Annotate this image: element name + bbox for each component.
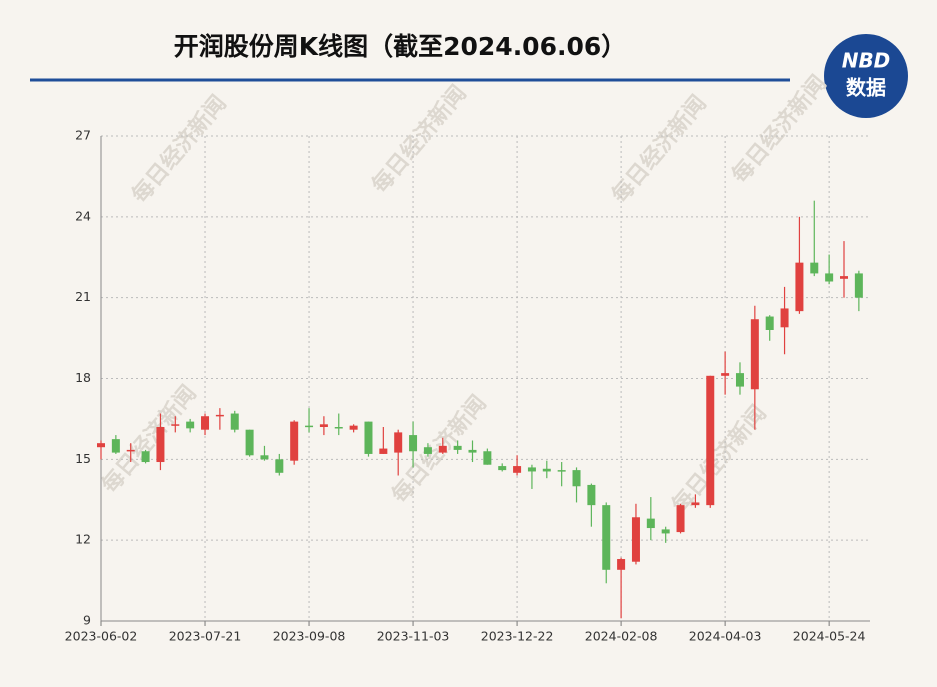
candle-body <box>409 435 418 452</box>
candle-body <box>230 413 239 430</box>
y-tick-label: 9 <box>83 613 91 628</box>
candle-body <box>840 276 848 279</box>
candle-body <box>379 448 388 454</box>
x-tick-label: 2024-04-03 <box>689 629 762 644</box>
candle-body <box>513 466 522 473</box>
candle-body <box>587 484 596 506</box>
candle-body <box>334 427 343 429</box>
candle-body <box>290 421 299 461</box>
candle-body <box>602 505 611 570</box>
candle-body <box>646 518 655 529</box>
candle-body <box>275 459 284 473</box>
candle-body <box>215 414 224 417</box>
candle-body <box>423 447 432 454</box>
x-tick-label: 2023-07-21 <box>169 629 242 644</box>
candle-body <box>706 375 715 506</box>
candle-body <box>260 455 269 460</box>
x-tick-label: 2023-11-03 <box>377 629 450 644</box>
candle-body <box>468 449 477 453</box>
y-tick-label: 15 <box>75 451 91 466</box>
candle-body <box>186 421 195 429</box>
candle-body <box>97 443 105 448</box>
candle-body <box>825 273 834 282</box>
candle-body <box>453 445 462 450</box>
logo-bottom: 数据 <box>846 76 886 100</box>
y-tick-label: 18 <box>75 370 91 385</box>
y-tick-label: 24 <box>75 208 91 223</box>
watermark: 每日经济新闻 <box>727 70 832 188</box>
x-tick-label: 2024-02-08 <box>585 629 658 644</box>
y-tick-label: 27 <box>75 128 91 143</box>
chart-title: 开润股份周K线图（截至2024.06.06） <box>174 32 627 61</box>
x-tick-label: 2023-12-22 <box>481 629 554 644</box>
candle-body <box>721 373 730 376</box>
candle-body <box>319 424 328 427</box>
candle-body <box>364 421 373 454</box>
candle-body <box>305 425 314 428</box>
candle-body <box>810 262 819 274</box>
candle-body <box>156 427 165 463</box>
candle-body <box>661 529 670 534</box>
candle-body <box>765 316 774 330</box>
candle-body <box>349 425 358 430</box>
candle-body <box>438 445 447 453</box>
y-tick-label: 12 <box>75 532 91 547</box>
candle-body <box>141 451 150 463</box>
candle-body <box>795 262 804 312</box>
candle-body <box>691 502 700 506</box>
candle-body <box>854 273 863 298</box>
x-tick-label: 2024-05-24 <box>793 629 866 644</box>
candle-body <box>542 468 551 472</box>
candle-body <box>557 470 566 472</box>
candle-body <box>617 559 626 570</box>
candle-body <box>780 308 789 328</box>
candle-body <box>750 319 759 390</box>
y-tick-label: 21 <box>75 289 91 304</box>
x-tick-label: 2023-09-08 <box>273 629 346 644</box>
watermark: 每日经济新闻 <box>367 80 472 198</box>
candle-body <box>201 416 210 430</box>
candle-body <box>171 424 180 426</box>
candle-body <box>394 432 403 453</box>
x-tick-label: 2023-06-02 <box>65 629 138 644</box>
candle-body <box>498 466 507 471</box>
candle-body <box>483 451 492 465</box>
candle-body <box>245 429 254 456</box>
candle-body <box>631 517 640 562</box>
logo-top: NBD <box>842 49 891 73</box>
candle-body <box>572 470 581 487</box>
candle-body <box>676 505 685 533</box>
candle-body <box>735 373 744 387</box>
logo-badge <box>824 34 908 118</box>
candle-body <box>527 467 536 472</box>
watermark: 每日经济新闻 <box>607 90 712 208</box>
watermark: 每日经济新闻 <box>127 90 232 208</box>
candle-body <box>111 439 120 453</box>
candle-body <box>126 449 135 452</box>
